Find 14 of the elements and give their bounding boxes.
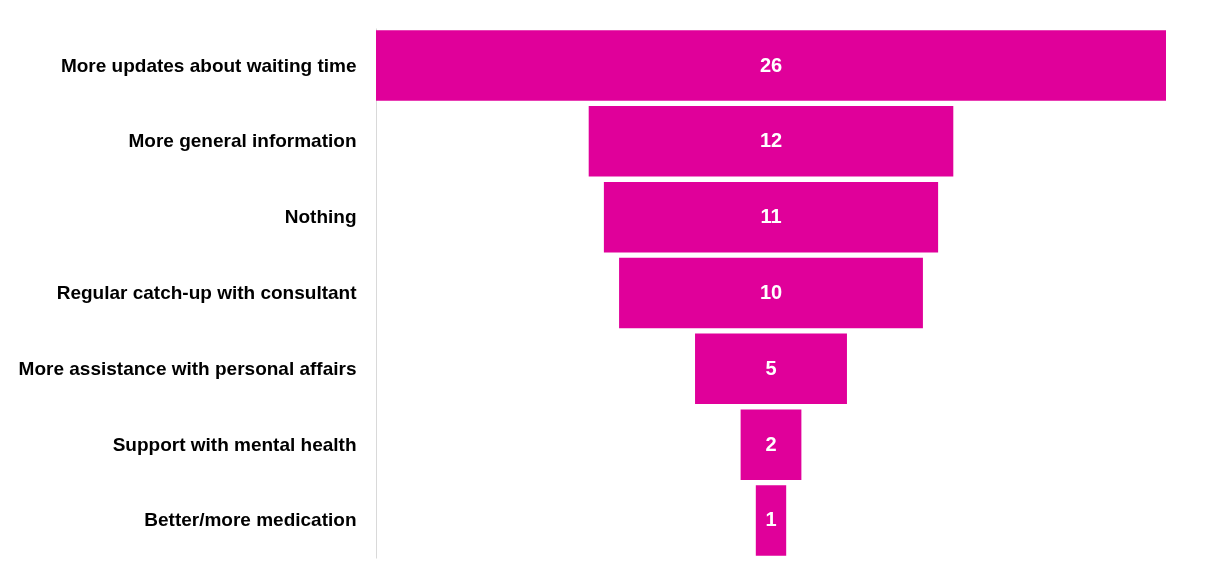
category-label: Better/more medication (144, 509, 357, 531)
data-label: 26 (759, 53, 783, 76)
category-label: Regular catch-up with consultant (56, 282, 358, 303)
category-label: More assistance with personal affairs (18, 357, 357, 379)
category-label: Support with mental health (112, 433, 357, 455)
data-label: 12 (759, 129, 783, 152)
category-label: More updates about waiting time (60, 54, 357, 76)
data-label: 10 (759, 281, 783, 303)
category-label: More general information (128, 130, 357, 152)
data-label: 5 (765, 356, 777, 379)
data-label: 1 (765, 508, 777, 531)
data-label: 2 (765, 432, 777, 455)
category-label: Nothing (284, 206, 357, 228)
data-label: 11 (760, 205, 782, 228)
